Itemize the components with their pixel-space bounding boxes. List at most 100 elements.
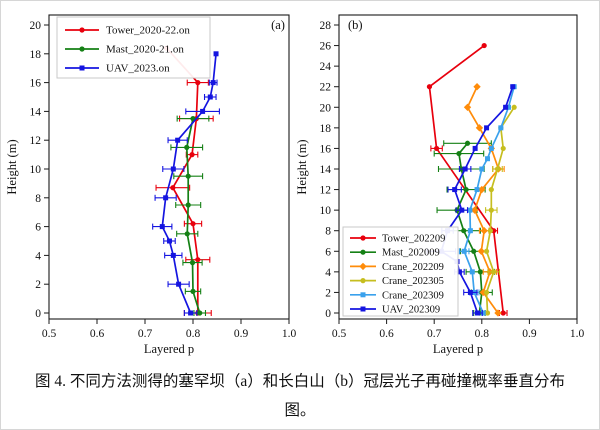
marker-circle	[483, 248, 490, 254]
caption-line-2: 图。	[284, 402, 316, 419]
marker-diamond	[473, 83, 481, 91]
y-tick-label: 0	[35, 308, 41, 320]
legend-label: Tower_202209	[382, 234, 445, 245]
series-Tower_2020-22.on	[155, 45, 214, 316]
marker-circle	[433, 145, 440, 152]
legend: Tower_202209 Mast_202009 Crane_202209 Crane…	[342, 226, 459, 317]
series-Tower_202209	[426, 42, 508, 316]
marker-circle	[79, 27, 85, 33]
marker-square	[467, 207, 473, 213]
series-line	[165, 47, 199, 313]
marker-diamond	[463, 103, 472, 111]
y-tick-label: 18	[320, 123, 332, 135]
x-tick-label: 0.5	[332, 328, 347, 340]
marker-circle	[494, 166, 501, 172]
y-tick-label: 2	[325, 287, 331, 299]
marker-square	[360, 306, 366, 312]
legend-entry: Tower_202209	[350, 234, 445, 245]
marker-circle	[426, 84, 433, 90]
marker-square	[170, 166, 176, 172]
y-tick-label: 26	[320, 41, 332, 53]
x-tick-label: 1.0	[570, 328, 585, 340]
marker-circle	[500, 310, 506, 316]
marker-circle	[511, 104, 517, 110]
marker-circle	[195, 80, 201, 86]
x-tick-label: 0.9	[522, 328, 537, 340]
marker-circle	[500, 145, 506, 152]
marker-circle	[464, 140, 471, 146]
series-line	[185, 118, 201, 314]
marker-square	[510, 84, 516, 90]
marker-circle	[185, 202, 191, 208]
x-tick-label: 0.8	[186, 328, 201, 340]
marker-circle	[484, 310, 491, 316]
marker-circle	[481, 42, 487, 49]
marker-diamond	[359, 262, 367, 271]
marker-circle	[488, 207, 494, 213]
marker-circle	[190, 221, 196, 227]
marker-square	[461, 248, 467, 254]
marker-square	[474, 187, 480, 193]
marker-square	[79, 65, 85, 71]
legend-entry: Crane_202209	[350, 262, 444, 273]
x-tick-label: 0.8	[475, 328, 490, 340]
marker-circle	[185, 173, 191, 179]
marker-square	[176, 281, 182, 287]
marker-square	[210, 80, 216, 86]
legend-label: Tower_2020-22.on	[106, 25, 190, 37]
marker-circle	[189, 152, 195, 158]
y-tick-label: 4	[325, 267, 331, 279]
x-tick-label: 0.6	[379, 328, 394, 340]
marker-circle	[488, 186, 494, 193]
marker-square	[170, 252, 176, 258]
marker-square	[467, 289, 473, 295]
marker-square	[456, 269, 462, 275]
marker-square	[503, 104, 509, 110]
marker-diamond	[480, 227, 488, 235]
x-tick-label: 0.7	[427, 328, 442, 340]
marker-square	[188, 310, 194, 316]
axes-box	[338, 14, 578, 320]
y-tick-label: 14	[30, 106, 42, 118]
marker-square	[488, 145, 494, 151]
x-tick-label: 1.0	[282, 328, 297, 340]
x-tick-label: 0.5	[42, 328, 57, 340]
marker-square	[200, 108, 206, 114]
legend-entry: Crane_202305	[350, 276, 444, 287]
marker-square	[360, 292, 366, 298]
y-tick-label: 28	[320, 20, 332, 32]
legend-entry: UAV_202309	[350, 305, 440, 316]
marker-circle	[184, 231, 190, 237]
marker-circle	[184, 144, 190, 150]
marker-square	[452, 187, 458, 193]
dual-line-chart: 0.5 0.6 0.7 0.8 0.9 1.002468101214161820Layer…	[5, 14, 585, 356]
y-tick-label: 2	[35, 279, 41, 291]
y-tick-label: 6	[35, 222, 41, 234]
marker-square	[484, 125, 490, 131]
legend-label: Crane_202305	[382, 276, 444, 287]
y-tick-label: 12	[320, 185, 332, 197]
marker-circle	[170, 185, 176, 191]
legend-entry: Mast_2020-21.on	[65, 44, 184, 56]
legend-entry: Tower_2020-22.on	[65, 25, 190, 37]
series-Crane_202305	[483, 104, 517, 316]
marker-square	[467, 228, 473, 234]
y-tick-label: 18	[30, 49, 42, 61]
legend-entry: Crane_202309	[350, 290, 444, 301]
figure-caption: 图 4. 不同方法测得的塞罕坝（a）和长白山（b）冠层光子再碰撞概率垂直分布 图…	[1, 367, 599, 425]
marker-circle	[189, 260, 196, 266]
marker-square	[485, 156, 491, 162]
y-tick-label: 16	[30, 78, 42, 90]
x-axis-label: Layered p	[433, 342, 483, 356]
y-tick-label: 4	[35, 250, 41, 262]
marker-square	[472, 145, 478, 151]
marker-circle	[463, 186, 469, 193]
marker-circle	[456, 150, 462, 157]
marker-circle	[197, 310, 203, 316]
legend-box	[342, 226, 459, 317]
marker-diamond	[470, 206, 479, 214]
series-line	[466, 86, 500, 314]
legend-label: Mast_2020-21.on	[106, 44, 184, 56]
y-tick-label: 8	[325, 226, 331, 238]
